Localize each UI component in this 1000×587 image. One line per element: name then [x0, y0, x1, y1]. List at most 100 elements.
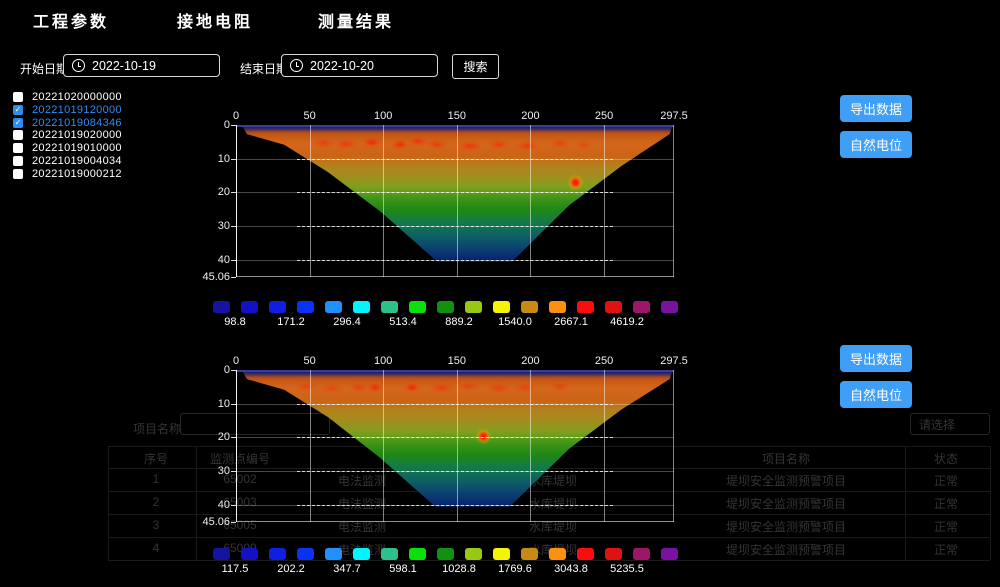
plot-area — [231, 125, 674, 278]
colorbar-swatch — [577, 301, 594, 313]
colorbar-swatch — [213, 301, 230, 313]
colorbar-swatch — [633, 548, 650, 560]
ghost-cell: 正常 — [933, 520, 959, 534]
colorbar-tick-label: 2667.1 — [554, 316, 588, 328]
y-tick-label: 0 — [223, 364, 230, 376]
colorbar-swatch — [325, 301, 342, 313]
hotspot — [457, 382, 480, 392]
clock-icon — [72, 59, 85, 72]
colorbar-swatch — [605, 301, 622, 313]
hotspot — [361, 137, 382, 147]
start-date-input[interactable]: 2022-10-19 — [63, 54, 220, 77]
gridline-horizontal-dashed — [297, 403, 613, 405]
colorbar-tick-label: 296.4 — [333, 316, 361, 328]
dataset-checkbox[interactable]: ✓ — [13, 117, 23, 128]
dataset-checkbox[interactable] — [13, 92, 23, 102]
tab-measurement-results[interactable]: 测量结果 — [318, 14, 395, 31]
dataset-item[interactable]: ✓ 20221019120000 — [13, 104, 122, 116]
dataset-item[interactable]: 20221019004034 — [13, 155, 122, 167]
ghost-row-line — [108, 560, 990, 561]
colorbar-swatch — [633, 301, 650, 313]
gridline-horizontal-dashed — [297, 226, 613, 228]
ghost-cell: 电法监测 — [337, 474, 387, 488]
dataset-checkbox[interactable] — [13, 156, 23, 166]
colorbar-swatch — [493, 548, 510, 560]
ghost-filter-input — [180, 413, 330, 435]
y-axis-tick — [231, 259, 236, 261]
natural-potential-button-bottom[interactable]: 自然电位 — [840, 381, 912, 408]
dataset-checkbox[interactable] — [13, 143, 23, 154]
colorbar-swatch — [549, 301, 566, 313]
y-tick-label: 45.06 — [202, 516, 230, 528]
dataset-label: 20221019120000 — [32, 103, 122, 116]
dataset-checkbox[interactable] — [13, 168, 23, 179]
start-date-label: 开始日期 — [20, 62, 69, 76]
hotspot-core — [476, 430, 490, 444]
y-axis-tick — [231, 226, 236, 228]
dataset-item[interactable]: 20221019020000 — [13, 129, 122, 141]
search-button[interactable]: 搜索 — [452, 54, 499, 79]
end-date-label: 结束日期 — [240, 62, 289, 76]
dataset-item[interactable]: ✓ 20221019084346 — [13, 117, 122, 129]
hotspot-core — [568, 176, 582, 190]
gridline-horizontal-dashed — [297, 192, 613, 194]
tab-ground-resistance[interactable]: 接地电阻 — [177, 14, 254, 31]
dataset-item[interactable]: 20221019000212 — [13, 168, 122, 180]
colorbar-swatch — [297, 548, 314, 560]
y-axis-tick — [231, 403, 236, 405]
ghost-cell: 堤坝安全监测预警项目 — [725, 497, 847, 511]
x-tick-label: 250 — [594, 110, 614, 122]
colorbar-swatch — [409, 548, 426, 560]
ghost-col-line — [905, 446, 906, 560]
export-data-button-bottom[interactable]: 导出数据 — [840, 345, 912, 372]
axis-bottom-line — [236, 521, 674, 522]
export-data-button-top[interactable]: 导出数据 — [840, 95, 912, 122]
natural-potential-button-top[interactable]: 自然电位 — [840, 131, 912, 158]
resistivity-section — [242, 126, 673, 262]
y-axis-tick — [231, 437, 236, 439]
ghost-row-line — [108, 491, 990, 492]
y-axis-tick — [231, 471, 236, 473]
colorbar-swatch — [297, 301, 314, 313]
colorbar-tick-label: 513.4 — [389, 316, 417, 328]
surface-line — [236, 125, 674, 127]
colorbar-tick-label: 889.2 — [445, 316, 473, 328]
colorbar-swatch — [661, 301, 678, 313]
hotspot — [486, 140, 511, 150]
resistivity-chart-bottom: 0 50 100 150 200 250 297.5 0 10 20 30 40 45.06 117.5 2… — [196, 350, 716, 587]
colorbar-swatch — [661, 548, 678, 560]
ghost-cell: 电法监测 — [337, 497, 387, 511]
colorbar-tick-label: 347.7 — [333, 563, 361, 575]
ghost-cell: 2 — [152, 495, 160, 509]
colorbar-tick-label: 171.2 — [277, 316, 305, 328]
y-tick-label: 40 — [217, 498, 230, 511]
hotspot — [514, 141, 541, 152]
start-date-value: 2022-10-19 — [92, 58, 156, 73]
ghost-filter-label: 项目名称 — [133, 422, 182, 436]
hotspot — [575, 140, 594, 149]
dataset-checkbox[interactable]: ✓ — [13, 104, 23, 115]
dataset-item[interactable]: 20221019010000 — [13, 142, 122, 154]
hotspot — [310, 138, 337, 149]
axis-bottom-line — [236, 276, 674, 277]
hotspot — [404, 382, 421, 392]
colorbar-swatch — [409, 301, 426, 313]
tab-project-parameters[interactable]: 工程参数 — [33, 14, 110, 31]
gridline-horizontal-dashed — [297, 504, 613, 506]
ghost-cell: 堤坝安全监测预警项目 — [725, 474, 847, 488]
ghost-cell: 正常 — [933, 497, 959, 511]
dataset-checkbox[interactable] — [13, 130, 23, 141]
colorbar-swatch — [241, 548, 258, 560]
dataset-item[interactable]: 20221020000000 — [13, 91, 122, 103]
x-tick-label: 200 — [521, 110, 540, 122]
ghost-cell: 水库堤坝 — [528, 474, 578, 488]
hotspot — [391, 140, 410, 150]
hotspot — [485, 383, 512, 394]
colorbar-swatch — [437, 548, 454, 560]
ghost-header-cell: 项目名称 — [761, 452, 811, 466]
ghost-cell: 3 — [152, 518, 160, 532]
end-date-input[interactable]: 2022-10-20 — [281, 54, 438, 77]
colorbar-tick-label: 5235.5 — [610, 563, 644, 575]
colorbar-swatch — [269, 548, 286, 560]
y-tick-label: 10 — [217, 397, 230, 410]
